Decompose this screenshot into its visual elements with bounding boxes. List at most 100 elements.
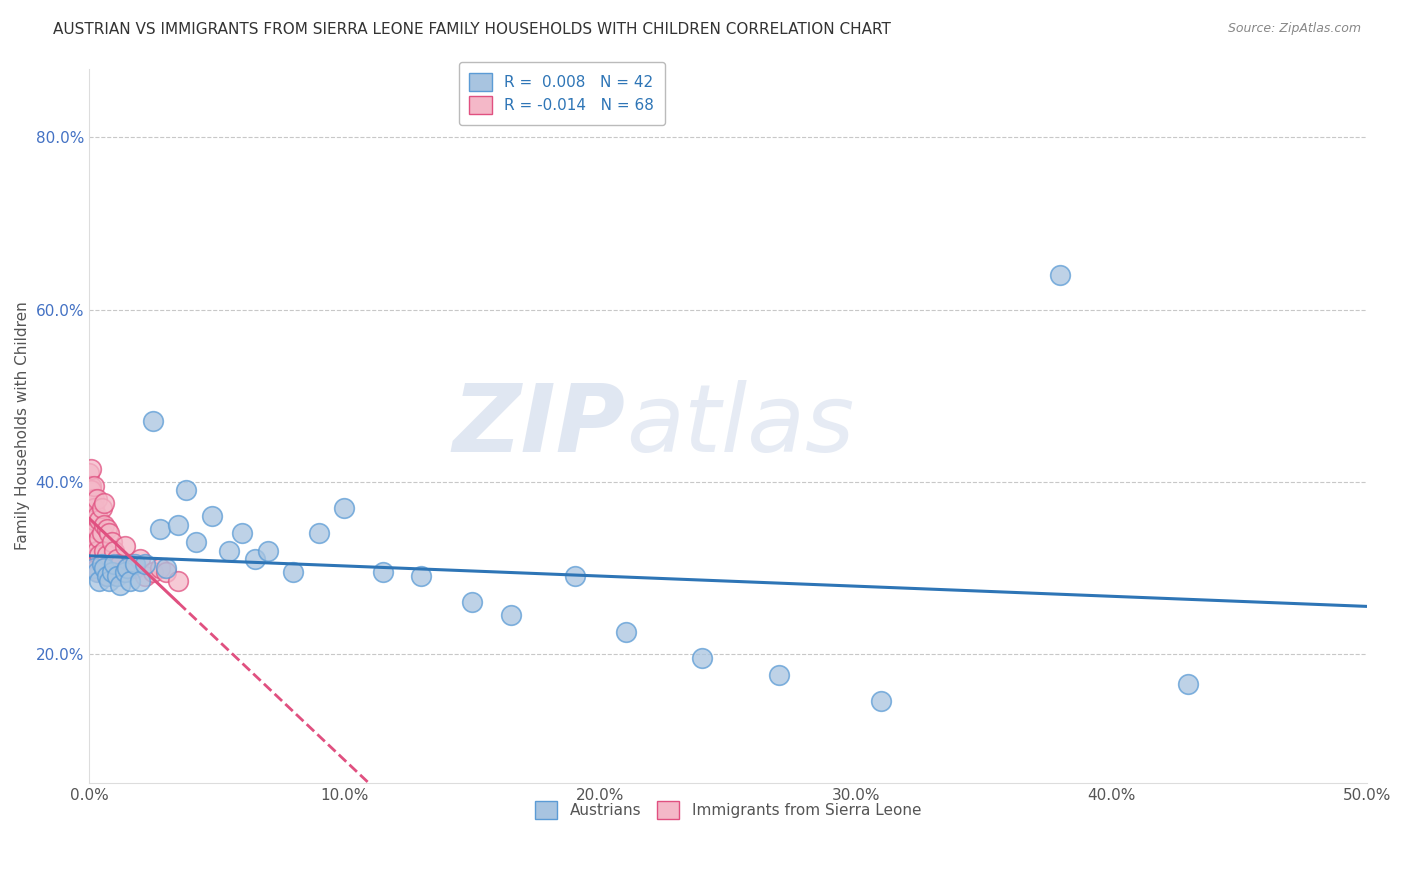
Point [333,500,356,515]
Point [77,483,100,498]
Point [218,543,240,558]
Point [93,517,115,532]
Point [114,539,136,553]
Point [80,535,103,549]
Point [80,526,103,541]
Point [77,513,100,527]
Point [1177,677,1199,691]
Point [461,595,484,609]
Y-axis label: Family Households with Children: Family Households with Children [15,301,30,550]
Point [200,509,222,524]
Point [89,531,111,545]
Point [243,552,266,566]
Point [90,526,112,541]
Point [98,574,121,588]
Point [499,608,522,623]
Point [86,509,108,524]
Text: ZIP: ZIP [453,380,626,472]
Legend: Austrians, Immigrants from Sierra Leone: Austrians, Immigrants from Sierra Leone [529,795,928,825]
Point [98,557,121,571]
Point [93,561,115,575]
Point [80,535,103,549]
Point [83,552,105,566]
Point [77,491,100,506]
Point [90,500,112,515]
Point [155,561,177,575]
Point [83,513,105,527]
Point [83,505,105,519]
Point [167,517,190,532]
Point [77,466,100,480]
Point [114,565,136,579]
Point [134,569,156,583]
Point [89,574,111,588]
Point [86,561,108,575]
Point [411,569,433,583]
Point [174,483,197,498]
Point [83,543,105,558]
Point [83,479,105,493]
Point [118,574,141,588]
Point [129,574,152,588]
Point [98,526,121,541]
Point [614,625,637,640]
Point [167,574,190,588]
Point [108,578,131,592]
Point [80,462,103,476]
Point [77,479,100,493]
Point [80,479,103,493]
Point [103,557,125,571]
Point [83,522,105,536]
Point [90,557,112,571]
Point [256,543,278,558]
Point [86,565,108,579]
Point [86,543,108,558]
Point [118,557,141,571]
Point [149,561,172,575]
Point [90,557,112,571]
Point [124,557,146,571]
Point [692,651,714,665]
Point [231,526,253,541]
Point [134,557,156,571]
Point [142,415,165,429]
Point [870,694,893,708]
Point [80,509,103,524]
Point [103,565,125,579]
Point [564,569,586,583]
Point [80,483,103,498]
Text: Source: ZipAtlas.com: Source: ZipAtlas.com [1227,22,1361,36]
Point [371,565,394,579]
Point [80,517,103,532]
Point [768,668,790,682]
Text: AUSTRIAN VS IMMIGRANTS FROM SIERRA LEONE FAMILY HOUSEHOLDS WITH CHILDREN CORRELA: AUSTRIAN VS IMMIGRANTS FROM SIERRA LEONE… [53,22,891,37]
Point [101,565,124,579]
Point [77,526,100,541]
Point [108,557,131,571]
Point [77,500,100,515]
Point [77,509,100,524]
Point [124,561,146,575]
Point [77,496,100,510]
Point [105,569,128,583]
Point [129,552,152,566]
Point [96,569,118,583]
Point [86,491,108,506]
Point [89,565,111,579]
Point [105,552,128,566]
Point [86,522,108,536]
Point [83,526,105,541]
Point [283,565,305,579]
Point [80,509,103,524]
Point [308,526,330,541]
Point [186,535,208,549]
Point [80,496,103,510]
Point [83,561,105,575]
Point [117,561,139,575]
Point [86,535,108,549]
Point [93,496,115,510]
Point [83,513,105,527]
Point [77,522,100,536]
Point [111,565,134,579]
Point [83,500,105,515]
